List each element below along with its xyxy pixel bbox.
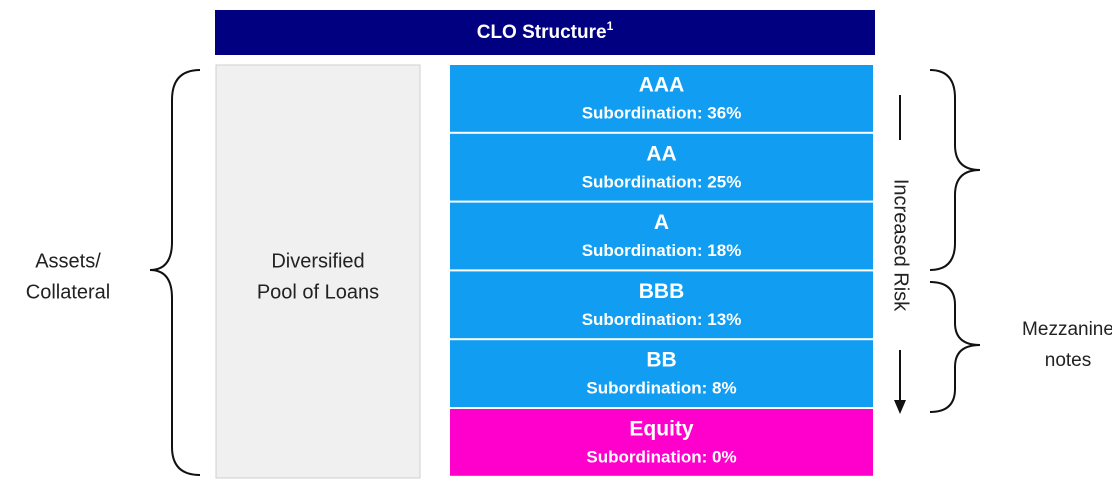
tranche-box	[450, 409, 873, 476]
risk-arrowhead	[894, 400, 906, 414]
tranche-box	[450, 271, 873, 339]
tranches: AAA Subordination: 36% AA Subordination: 25…	[450, 65, 873, 476]
mezzanine-brace	[929, 281, 981, 413]
assets-label: Assets/	[35, 250, 101, 272]
tranche-name: AAA	[639, 74, 685, 97]
tranche-box	[450, 65, 873, 132]
pool-label: Diversified	[271, 250, 364, 272]
assets-brace	[149, 69, 201, 476]
tranche-name: AA	[646, 142, 676, 165]
tranche-subordination: Subordination: 8%	[586, 379, 736, 398]
tranche-box	[450, 133, 873, 201]
assets-label: Collateral	[26, 281, 110, 303]
tranche-subordination: Subordination: 0%	[586, 447, 736, 466]
pool-box	[215, 64, 421, 479]
tranche-box	[450, 202, 873, 270]
tranche-subordination: Subordination: 13%	[582, 310, 742, 329]
title: CLO Structure1	[477, 19, 614, 43]
title-note: 1	[607, 19, 614, 33]
tranche-subordination: Subordination: 18%	[582, 241, 742, 260]
senior-brace	[929, 69, 981, 271]
title-bar	[215, 10, 875, 55]
mezzanine-label: notes	[1045, 350, 1091, 371]
pool-label: Pool of Loans	[257, 281, 379, 303]
tranche-name: BB	[646, 349, 676, 372]
mezzanine-label: Mezzanine	[1022, 319, 1112, 340]
title-text: CLO Structure	[477, 22, 607, 43]
tranche-name: Equity	[629, 418, 693, 441]
tranche-box	[450, 340, 873, 407]
tranche-name: A	[654, 211, 669, 234]
tranche-name: BBB	[639, 280, 685, 303]
tranche-subordination: Subordination: 36%	[582, 103, 742, 122]
tranche-subordination: Subordination: 25%	[582, 172, 742, 191]
risk-label: Increased Risk	[890, 179, 912, 312]
